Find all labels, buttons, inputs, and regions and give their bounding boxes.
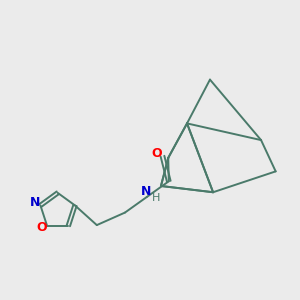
Text: N: N	[141, 185, 152, 198]
Text: H: H	[152, 193, 160, 202]
Text: O: O	[151, 147, 162, 160]
Text: O: O	[36, 221, 47, 234]
Text: N: N	[30, 196, 40, 209]
